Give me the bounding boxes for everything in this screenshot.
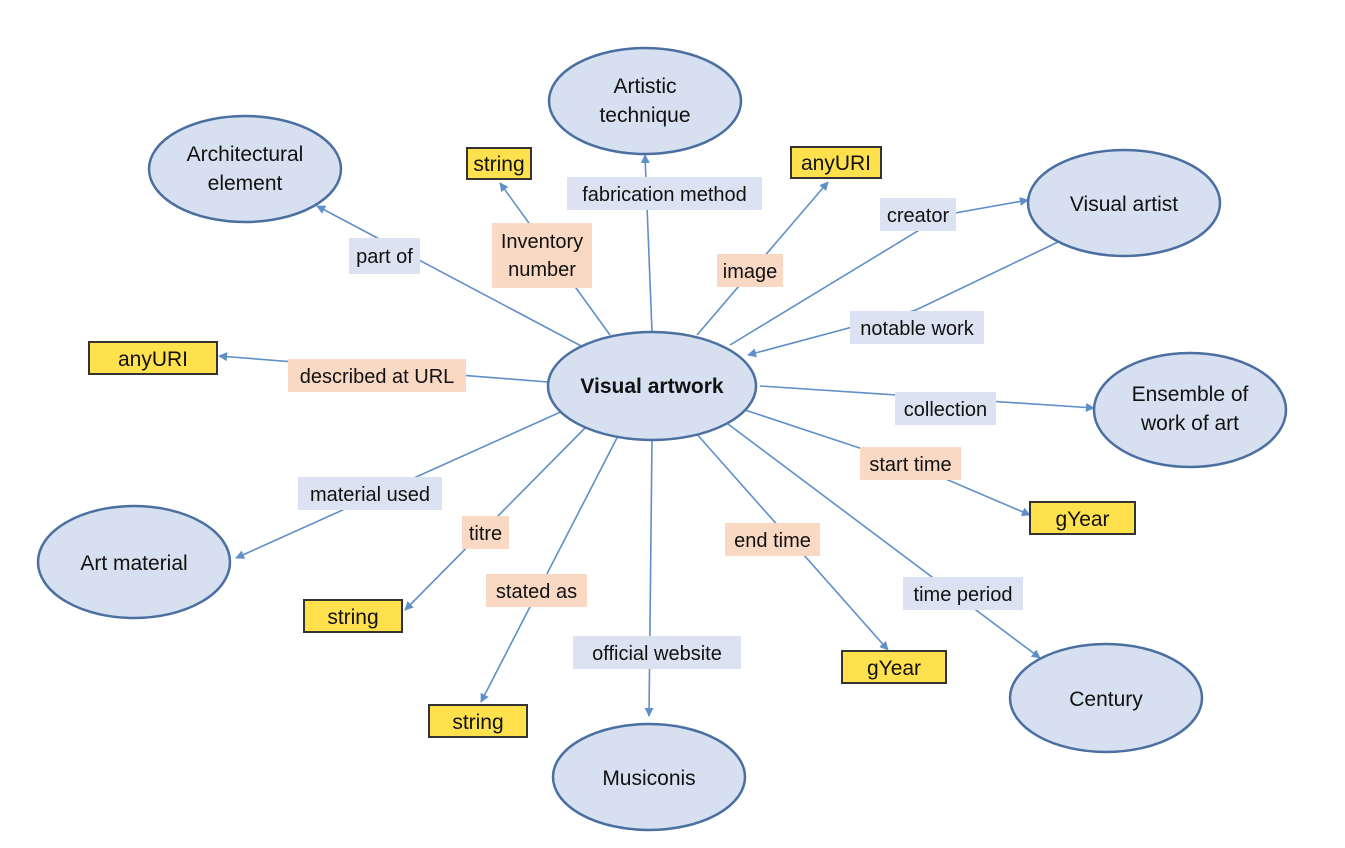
datatype-string-stated-as: string xyxy=(428,704,528,738)
label-inventory-number: Inventory number xyxy=(492,223,592,288)
svg-text:collection: collection xyxy=(904,399,987,421)
center-node-visual-artwork: Visual artwork xyxy=(546,330,758,442)
label-notable-work: notable work xyxy=(850,311,984,344)
label-creator: creator xyxy=(880,198,956,231)
label-end-time: end time xyxy=(725,523,820,556)
node-musiconis: Musiconis xyxy=(551,722,747,832)
svg-text:Architectural: Architectural xyxy=(187,143,304,166)
svg-text:Century: Century xyxy=(1069,688,1143,711)
label-fabrication-method: fabrication method xyxy=(567,177,762,210)
svg-text:material used: material used xyxy=(310,484,430,506)
svg-text:anyURI: anyURI xyxy=(118,348,188,371)
datatype-gyear-end-time: gYear xyxy=(841,650,947,684)
datatype-string-titre: string xyxy=(303,599,403,633)
svg-text:work of art: work of art xyxy=(1140,412,1239,435)
datatype-anyuri-described-at-url: anyURI xyxy=(88,341,218,375)
edge-notable-work xyxy=(747,241,1059,358)
svg-text:element: element xyxy=(208,172,283,195)
svg-text:end time: end time xyxy=(734,530,811,552)
label-time-period: time period xyxy=(903,577,1023,610)
svg-text:Ensemble of: Ensemble of xyxy=(1132,383,1249,406)
svg-text:technique: technique xyxy=(599,104,690,127)
svg-text:gYear: gYear xyxy=(1055,508,1109,531)
svg-text:notable work: notable work xyxy=(860,318,974,340)
svg-text:string: string xyxy=(473,153,524,176)
svg-text:Visual artwork: Visual artwork xyxy=(580,375,723,398)
svg-text:part of: part of xyxy=(356,246,413,268)
label-titre: titre xyxy=(462,516,509,549)
svg-text:Artistic: Artistic xyxy=(614,75,677,98)
svg-text:Musiconis: Musiconis xyxy=(602,767,695,790)
svg-text:gYear: gYear xyxy=(867,657,921,680)
svg-text:anyURI: anyURI xyxy=(801,152,871,175)
label-part-of: part of xyxy=(349,238,420,274)
node-ensemble-of-work-of-art: Ensemble of work of art xyxy=(1092,351,1288,469)
label-collection: collection xyxy=(895,392,996,425)
label-start-time: start time xyxy=(860,447,961,480)
edge-stated-as xyxy=(480,431,621,703)
svg-text:time period: time period xyxy=(914,584,1013,606)
svg-text:fabrication method: fabrication method xyxy=(582,184,747,206)
svg-text:start time: start time xyxy=(869,454,951,476)
edge-official-website xyxy=(644,439,654,717)
svg-text:number: number xyxy=(508,259,576,281)
svg-text:described at URL: described at URL xyxy=(300,366,455,388)
svg-text:Inventory: Inventory xyxy=(501,231,583,253)
svg-text:string: string xyxy=(327,606,378,629)
node-architectural-element: Architectural element xyxy=(147,114,343,224)
label-stated-as: stated as xyxy=(486,574,587,607)
label-material-used: material used xyxy=(298,477,442,510)
label-described-at-url: described at URL xyxy=(288,359,466,392)
edge-time-period xyxy=(719,417,1041,659)
datatype-gyear-start-time: gYear xyxy=(1029,501,1136,535)
svg-text:Visual artist: Visual artist xyxy=(1070,193,1178,216)
svg-text:string: string xyxy=(452,711,503,734)
label-official-website: official website xyxy=(573,636,741,669)
node-visual-artist: Visual artist xyxy=(1026,148,1222,258)
node-art-material: Art material xyxy=(36,504,232,620)
datatype-string-inventory: string xyxy=(466,147,532,180)
edge-part-of xyxy=(316,205,586,349)
svg-text:titre: titre xyxy=(469,523,502,545)
svg-text:creator: creator xyxy=(887,205,950,227)
svg-text:image: image xyxy=(723,261,777,283)
datatype-anyuri-image: anyURI xyxy=(790,146,882,179)
node-artistic-technique: Artistic technique xyxy=(547,46,743,156)
svg-text:Art material: Art material xyxy=(80,552,187,575)
svg-text:official website: official website xyxy=(592,643,722,665)
node-century: Century xyxy=(1008,642,1204,754)
svg-text:stated as: stated as xyxy=(496,581,577,603)
label-image: image xyxy=(717,254,783,287)
